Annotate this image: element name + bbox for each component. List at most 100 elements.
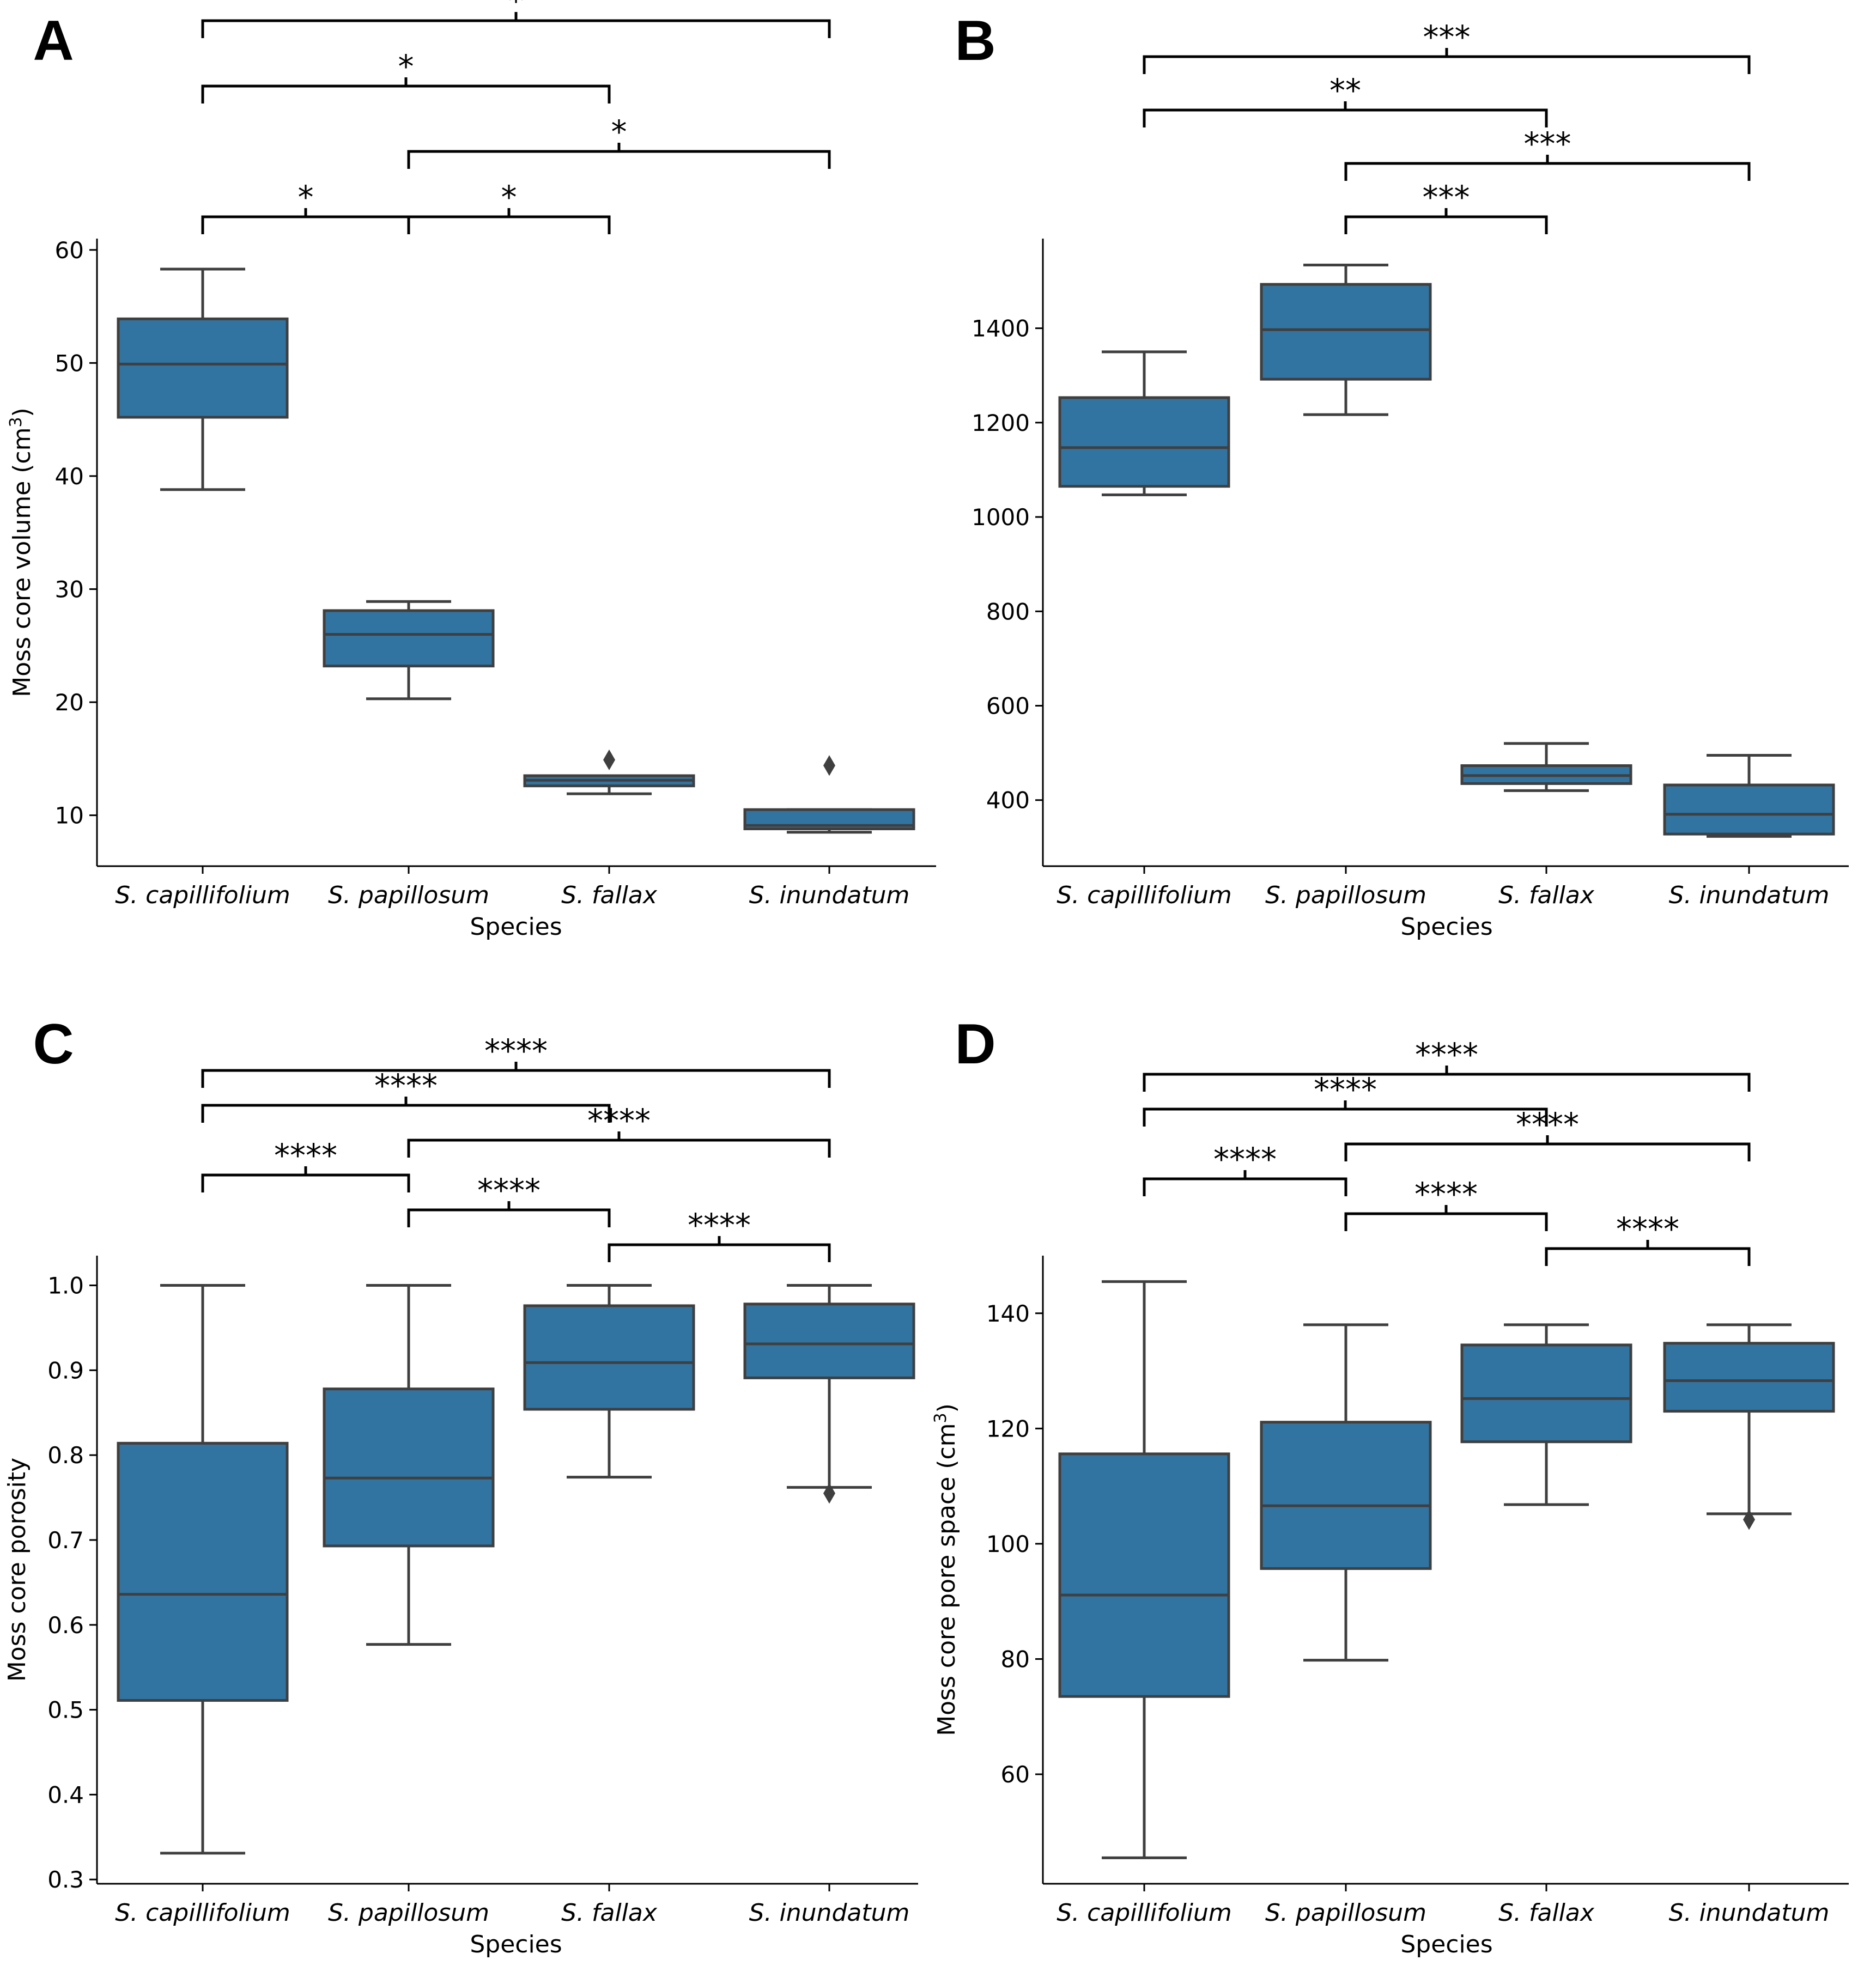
bracket-line	[1143, 55, 1751, 74]
x-tick-label: S. inundatum	[749, 1899, 910, 1927]
y-tick-label: 0.6	[47, 1612, 84, 1639]
y-axis-title: Moss core porosity	[3, 1458, 31, 1682]
significance-bracket: *	[201, 0, 831, 38]
box-iqr	[1260, 283, 1432, 381]
box-1	[117, 1284, 289, 1855]
panel-letter-b: B	[955, 9, 995, 72]
bracket-line	[201, 84, 611, 104]
box-iqr	[1260, 1421, 1432, 1570]
x-tick-label: S. inundatum	[1669, 881, 1830, 909]
y-tick-label: 40	[55, 463, 84, 490]
box-iqr	[323, 1387, 495, 1548]
x-tick-label: S. fallax	[1498, 881, 1595, 909]
significance-label: *	[611, 113, 627, 150]
box-iqr	[117, 317, 289, 419]
box-3	[523, 749, 695, 795]
x-axis-title: Species	[470, 913, 562, 941]
x-tick-label: S. papillosum	[1265, 1899, 1426, 1927]
significance-bracket: ***	[1344, 125, 1751, 181]
significance-label: ****	[688, 1207, 751, 1244]
box-2	[323, 600, 495, 701]
x-axis-title: Species	[470, 1931, 562, 1958]
significance-bracket: ****	[201, 1067, 611, 1123]
bracket-line	[1143, 108, 1548, 127]
x-tick-label: S. fallax	[561, 1899, 658, 1927]
x-tick-label: S. inundatum	[749, 881, 910, 909]
x-tick-label: S. fallax	[561, 881, 658, 909]
y-tick-label: 60	[55, 237, 84, 264]
significance-bracket: ****	[201, 1032, 831, 1088]
box-4	[743, 1284, 915, 1504]
significance-label: *	[298, 179, 314, 216]
x-tick-label: S. papillosum	[328, 881, 489, 909]
y-tick-label: 140	[986, 1300, 1030, 1327]
box-1	[117, 267, 289, 491]
bracket-line	[201, 1104, 611, 1123]
significance-bracket: ****	[1143, 1071, 1548, 1127]
box-1	[1058, 1280, 1230, 1859]
significance-bracket: ****	[1545, 1210, 1751, 1266]
bracket-line	[407, 150, 831, 169]
bracket-line	[1143, 1107, 1548, 1127]
outlier-point	[823, 755, 835, 776]
y-tick-label: 100	[986, 1531, 1030, 1557]
significance-label: ***	[1423, 179, 1470, 216]
significance-label: *	[508, 0, 524, 20]
y-tick-label: 20	[55, 689, 84, 716]
box-2	[1260, 264, 1432, 416]
significance-label: ****	[1414, 1176, 1478, 1213]
panel-letter-c: C	[33, 1013, 74, 1076]
y-tick-label: 0.5	[47, 1697, 84, 1724]
y-tick-label: 0.9	[47, 1357, 84, 1384]
x-tick-label: S. papillosum	[328, 1899, 489, 1927]
panel-letter-a: A	[33, 9, 74, 72]
y-tick-label: 1200	[972, 410, 1030, 436]
y-tick-label: 400	[986, 787, 1030, 814]
y-tick-label: 1000	[972, 504, 1030, 531]
bracket-line	[1344, 215, 1548, 234]
significance-label: *	[501, 179, 517, 216]
bracket-line	[201, 1069, 831, 1088]
significance-bracket: ***	[1344, 179, 1548, 234]
panel-b: B 400 600 800 1000 1200 1400 S. capillifolium S.…	[955, 9, 1849, 941]
outlier-point	[603, 749, 615, 770]
panel-a: A 10 20 30 40 50 60 S. capillifolium S. papillos…	[7, 0, 936, 941]
x-axis-title: Species	[1400, 913, 1492, 941]
y-tick-label: 10	[55, 802, 84, 829]
significance-bracket: ****	[407, 1102, 831, 1158]
y-tick-label: 800	[986, 598, 1030, 625]
panel-d: D 60 80 100 120 140 S. capillifolium S. papillo…	[931, 1013, 1849, 1958]
y-tick-label: 60	[1001, 1761, 1030, 1788]
significance-label: ***	[1524, 125, 1571, 162]
x-tick-label: S. inundatum	[1669, 1899, 1830, 1927]
significance-bracket: ****	[608, 1207, 831, 1262]
bracket-line	[407, 1208, 611, 1227]
bracket-line	[407, 1139, 831, 1158]
x-tick-label: S. capillifolium	[115, 1899, 290, 1927]
box-3	[1460, 1323, 1632, 1506]
significance-bracket: ***	[1143, 19, 1751, 74]
box-iqr	[323, 609, 495, 668]
box-3	[1460, 742, 1632, 792]
box-iqr	[117, 1441, 289, 1702]
significance-label: ****	[274, 1137, 337, 1174]
significance-bracket: ****	[1143, 1036, 1751, 1092]
box-3	[523, 1284, 695, 1479]
significance-label: ****	[1213, 1141, 1277, 1178]
box-4	[743, 755, 915, 834]
significance-label: ****	[477, 1172, 541, 1209]
bracket-line	[201, 215, 410, 234]
box-iqr	[1058, 1452, 1230, 1698]
y-axis-title: Moss core volume (cm3)	[7, 407, 36, 697]
significance-bracket: ****	[201, 1137, 410, 1192]
y-tick-label: 1.0	[47, 1273, 84, 1299]
bracket-line	[201, 19, 831, 38]
box-iqr	[1663, 1342, 1835, 1413]
bracket-line	[1545, 1247, 1751, 1266]
bracket-line	[608, 1243, 831, 1262]
box-iqr	[743, 1303, 915, 1379]
significance-bracket: *	[407, 179, 611, 234]
significance-bracket: **	[1143, 72, 1548, 127]
x-tick-label: S. papillosum	[1265, 881, 1426, 909]
